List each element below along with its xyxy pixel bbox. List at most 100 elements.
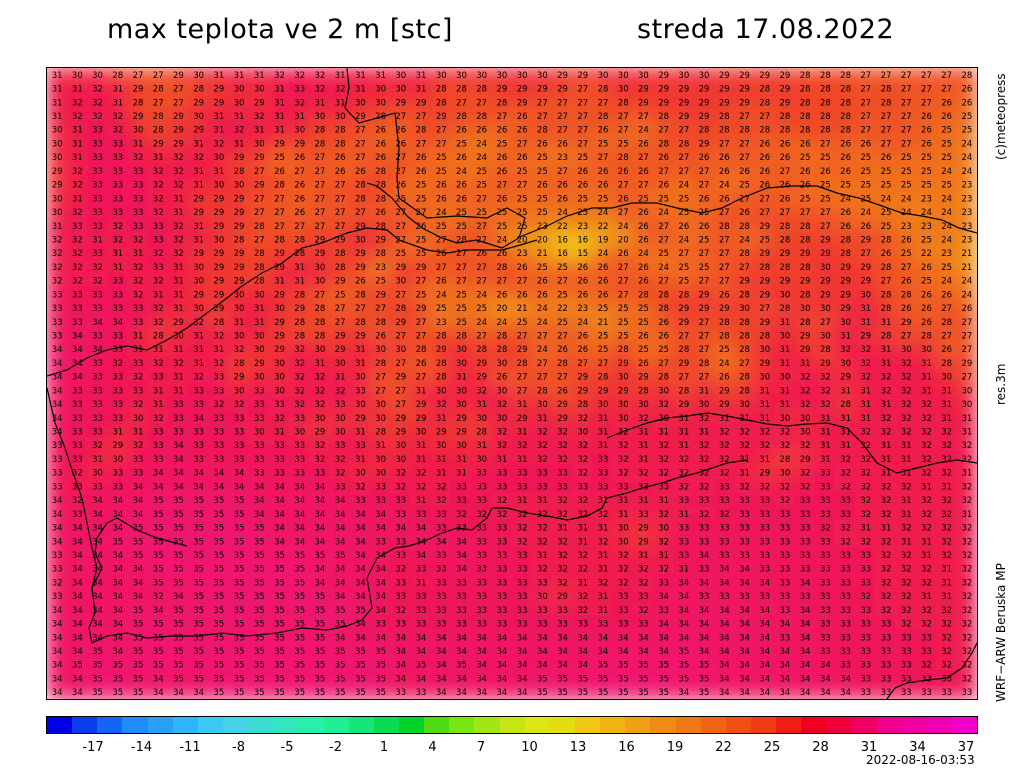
heat-cell: [955, 108, 977, 124]
heat-cell: [672, 121, 695, 138]
temperature-value-label: 31: [941, 414, 952, 424]
temperature-value-label: 31: [881, 400, 892, 410]
temperature-value-label: 28: [759, 126, 770, 136]
temperature-value-label: 33: [759, 565, 770, 575]
temperature-value-label: 32: [234, 400, 245, 410]
heat-cell: [713, 245, 736, 262]
temperature-value-label: 33: [557, 469, 568, 479]
temperature-value-label: 31: [274, 126, 285, 136]
temperature-value-label: 35: [234, 674, 245, 684]
temperature-value-label: 27: [759, 304, 770, 314]
heat-cell: [389, 245, 412, 262]
temperature-value-label: 33: [416, 592, 427, 602]
temperature-value-label: 35: [234, 551, 245, 561]
heat-cell: [66, 149, 89, 166]
temperature-value-label: 35: [375, 674, 386, 684]
temperature-value-label: 27: [699, 277, 710, 287]
temperature-value-label: 31: [638, 441, 649, 451]
temperature-value-label: 30: [213, 235, 224, 245]
temperature-value-label: 33: [133, 181, 144, 191]
heat-cell: [288, 272, 311, 289]
temperature-value-label: 33: [395, 496, 406, 506]
temperature-value-label: 34: [153, 674, 164, 684]
temperature-value-label: 31: [112, 85, 123, 95]
heat-cell: [955, 163, 977, 179]
temperature-value-label: 28: [739, 373, 750, 383]
temperature-value-label: 26: [961, 98, 972, 108]
heat-cell: [773, 245, 797, 262]
heat-cell: [571, 94, 594, 111]
temperature-value-label: 31: [193, 167, 204, 177]
temperature-value-label: 31: [234, 71, 245, 81]
temperature-value-label: 32: [961, 633, 972, 643]
heat-cell: [531, 121, 554, 138]
temperature-value-label: 28: [294, 249, 305, 259]
temperature-value-label: 32: [315, 441, 326, 451]
heat-cell: [369, 176, 392, 193]
temperature-value-label: 29: [780, 71, 791, 81]
temperature-value-label: 27: [355, 208, 366, 218]
temperature-value-label: 34: [213, 482, 224, 492]
heat-cell: [106, 231, 129, 248]
temperature-value-label: 29: [638, 524, 649, 534]
temperature-value-label: 28: [598, 85, 609, 95]
temperature-value-label: 35: [92, 647, 103, 657]
heat-cell: [874, 286, 898, 303]
temperature-value-label: 29: [375, 290, 386, 300]
temperature-value-label: 30: [598, 400, 609, 410]
heat-cell: [389, 176, 412, 193]
heat-cell: [551, 327, 574, 344]
temperature-value-label: 35: [315, 606, 326, 616]
heat-cell: [308, 286, 332, 303]
heat-cell: [268, 217, 291, 234]
temperature-value-label: 35: [173, 496, 184, 506]
temperature-value-label: 27: [678, 373, 689, 383]
temperature-value-label: 29: [739, 85, 750, 95]
temperature-value-label: 27: [901, 126, 912, 136]
heat-cell: [531, 272, 554, 289]
temperature-value-label: 33: [375, 496, 386, 506]
temperature-value-label: 29: [517, 85, 528, 95]
heat-cell: [147, 94, 170, 111]
temperature-value-label: 33: [416, 688, 427, 698]
temperature-value-label: 33: [436, 606, 447, 616]
temperature-value-label: 28: [476, 112, 487, 122]
temperature-value-label: 34: [840, 674, 851, 684]
temperature-value-label: 35: [234, 537, 245, 547]
temperature-value-label: 33: [476, 537, 487, 547]
heat-cell: [329, 190, 352, 207]
temperature-value-label: 32: [133, 290, 144, 300]
temperature-value-label: 29: [213, 208, 224, 218]
heat-cell: [409, 300, 433, 316]
temperature-value-label: 31: [52, 71, 63, 81]
heat-cell: [692, 286, 716, 303]
heat-cell: [753, 272, 776, 289]
heat-cell: [652, 313, 675, 330]
heat-cell: [915, 245, 938, 262]
temperature-value-label: 31: [112, 263, 123, 273]
temperature-value-label: 24: [638, 249, 649, 259]
heat-cell: [349, 313, 372, 330]
temperature-value-label: 31: [577, 578, 588, 588]
temperature-value-label: 34: [739, 620, 750, 630]
temperature-value-label: 27: [517, 331, 528, 341]
temperature-value-label: 31: [416, 455, 427, 465]
temperature-value-label: 23: [941, 249, 952, 259]
heat-cell: [692, 259, 716, 275]
colorbar-segment: [851, 717, 877, 733]
temperature-value-label: 28: [881, 304, 892, 314]
temperature-value-label: 34: [234, 469, 245, 479]
temperature-value-label: 33: [173, 428, 184, 438]
temperature-value-label: 34: [92, 318, 103, 328]
heat-cell: [248, 94, 271, 111]
temperature-value-label: 29: [193, 126, 204, 136]
heat-cell: [713, 313, 736, 330]
temperature-value-label: 35: [133, 688, 144, 698]
heat-cell: [794, 217, 817, 234]
temperature-value-label: 27: [961, 345, 972, 355]
temperature-value-label: 23: [517, 249, 528, 259]
temperature-value-label: 26: [961, 304, 972, 314]
heat-cell: [470, 135, 493, 152]
temperature-value-label: 30: [577, 428, 588, 438]
heat-cell: [895, 163, 918, 179]
